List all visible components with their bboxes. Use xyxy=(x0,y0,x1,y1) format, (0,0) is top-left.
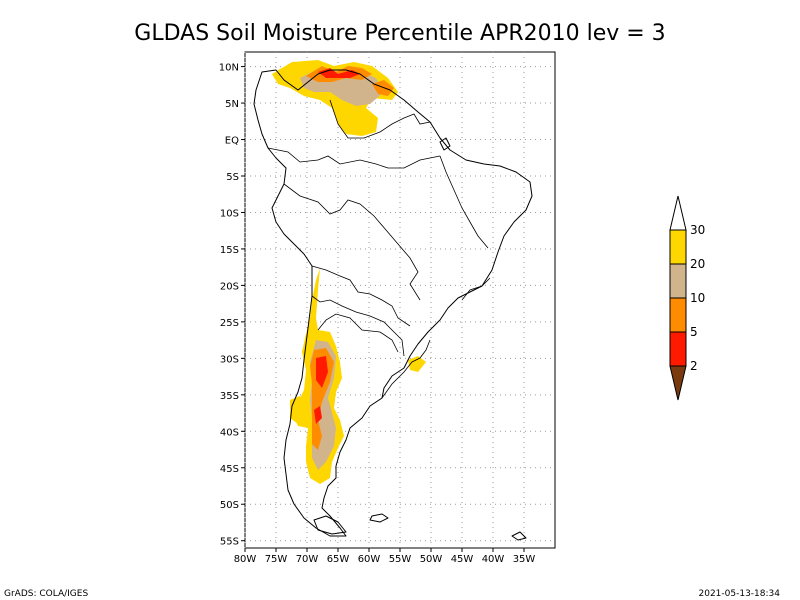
latitude-labels: 10N 5N EQ 5S 10S 15S 20S 25S 30S 35S 40S 45S 50S 55S xyxy=(219,63,245,548)
lon-tick-label: 40W xyxy=(482,554,505,565)
anomaly-south xyxy=(290,268,426,484)
lon-tick-label: 55W xyxy=(389,554,412,565)
lon-tick-label: 50W xyxy=(420,554,443,565)
lat-tick-label: 40S xyxy=(220,427,239,438)
lon-tick-label: 60W xyxy=(358,554,381,565)
grid-lines xyxy=(244,52,555,548)
lat-tick-label: 5N xyxy=(225,99,239,110)
map-title: GLDAS Soil Moisture Percentile APR2010 l… xyxy=(134,21,665,46)
colorbar-band xyxy=(669,297,687,333)
coastline xyxy=(253,69,533,537)
lat-tick-label: 30S xyxy=(220,354,239,365)
lat-tick-label: 20S xyxy=(220,281,239,292)
lat-tick-label: 45S xyxy=(220,464,239,475)
lon-tick-label: 70W xyxy=(296,554,319,565)
colorbar-band-bottom-arrow xyxy=(669,365,687,401)
footer-credit: GrADS: COLA/IGES xyxy=(4,589,88,599)
lon-tick-label: 45W xyxy=(451,554,474,565)
lat-tick-label: EQ xyxy=(225,136,239,147)
lat-tick-label: 50S xyxy=(220,500,239,511)
lat-tick-label: 5S xyxy=(226,172,239,183)
lon-tick-label: 80W xyxy=(234,554,257,565)
longitude-labels: 80W 75W 70W 65W 60W 55W 50W 45W 40W 35W xyxy=(234,548,536,565)
southern-islands xyxy=(313,137,527,541)
colorbar-legend: 2 5 10 20 30 xyxy=(669,195,705,401)
lon-tick-label: 75W xyxy=(265,554,288,565)
colorbar-band xyxy=(669,263,687,299)
colorbar-band-top-arrow xyxy=(669,195,687,231)
colorbar-label: 10 xyxy=(690,291,705,305)
colorbar-label: 5 xyxy=(690,325,698,339)
colorbar-label: 2 xyxy=(690,359,698,373)
colorbar-label: 30 xyxy=(690,223,705,237)
colorbar-band xyxy=(669,229,687,265)
lat-tick-label: 25S xyxy=(220,318,239,329)
map-frame xyxy=(244,51,556,549)
lon-tick-label: 65W xyxy=(327,554,350,565)
lat-tick-label: 10S xyxy=(220,208,239,219)
footer-timestamp: 2021-05-13-18:34 xyxy=(699,589,781,599)
lat-tick-label: 35S xyxy=(220,391,239,402)
colorbar-band xyxy=(669,331,687,367)
lon-tick-label: 35W xyxy=(513,554,536,565)
lat-tick-label: 10N xyxy=(219,63,239,74)
lat-tick-label: 55S xyxy=(220,537,239,548)
colorbar-label: 20 xyxy=(690,257,705,271)
country-borders xyxy=(267,99,491,399)
lat-tick-label: 15S xyxy=(220,245,239,256)
